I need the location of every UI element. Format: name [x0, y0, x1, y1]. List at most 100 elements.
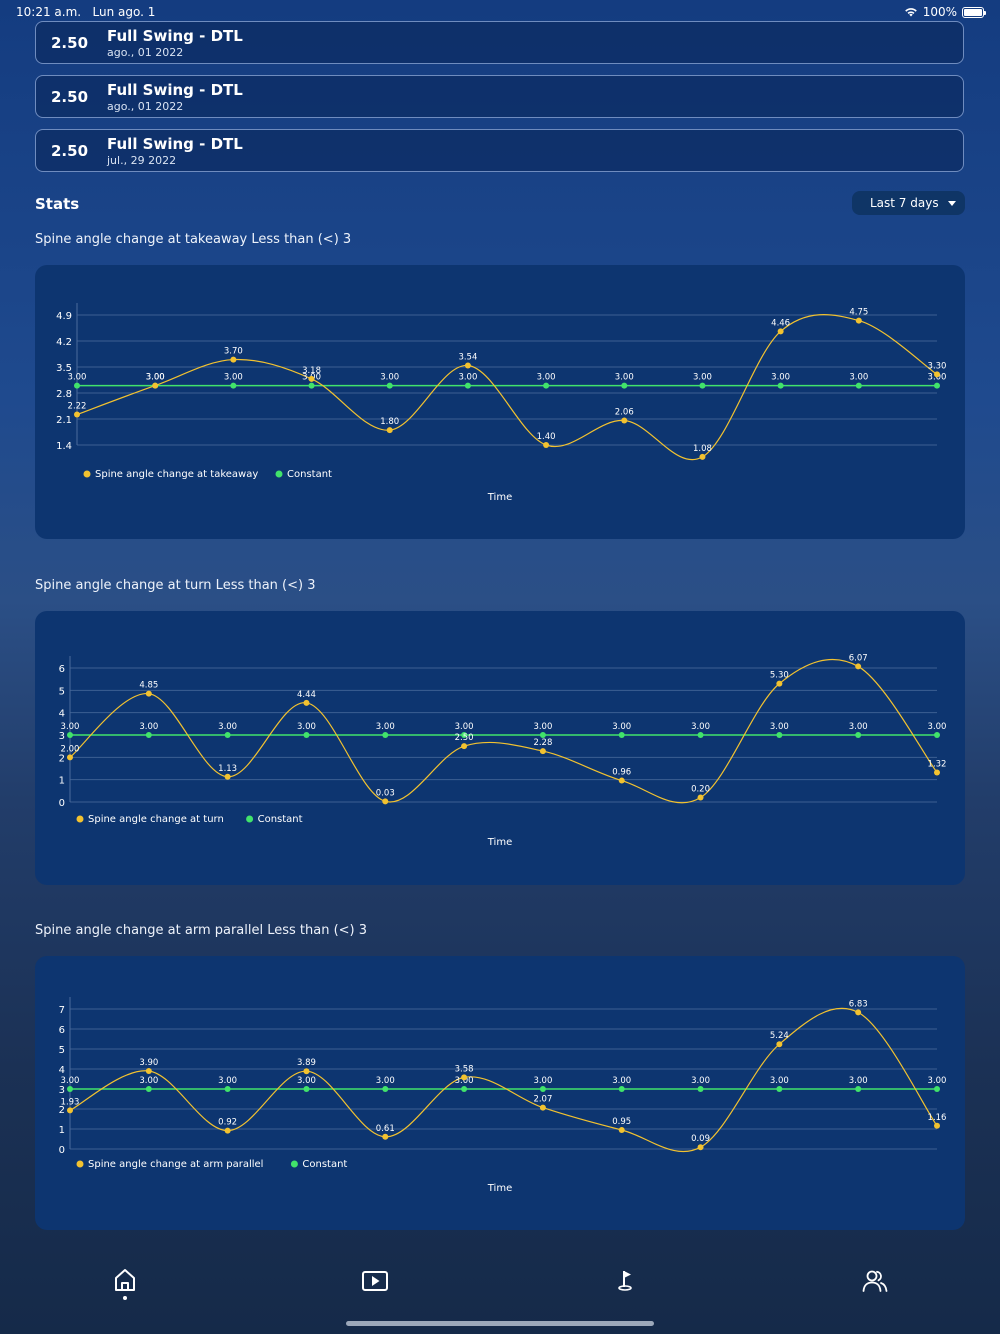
- session-name: Full Swing - DTL: [107, 27, 243, 45]
- y-tick-label: 1.4: [56, 441, 72, 452]
- session-card[interactable]: 2.50 Full Swing - DTL ago., 01 2022: [35, 21, 964, 64]
- data-label: 4.46: [771, 318, 790, 328]
- data-point: [74, 411, 80, 418]
- data-point: [303, 1068, 310, 1075]
- data-point: [934, 732, 940, 738]
- legend-label: Spine angle change at arm parallel: [88, 1159, 263, 1170]
- legend-marker: [290, 1160, 298, 1168]
- data-label: 3.00: [612, 722, 631, 732]
- session-score: 2.50: [51, 142, 89, 160]
- data-label: 3.00: [928, 1076, 947, 1086]
- data-label: 3.00: [376, 1076, 395, 1086]
- tab-community[interactable]: [860, 1265, 890, 1295]
- chart-card-turn: 0 1 2 3 4 5 6 3.00 3.00 3.00 3.00 3.00 3.00 3.00 3.00 3…: [35, 611, 965, 885]
- data-label: 3.00: [61, 1076, 80, 1086]
- session-date: ago., 01 2022: [107, 100, 184, 113]
- data-label: 1.08: [693, 444, 712, 454]
- tab-videos[interactable]: [360, 1265, 390, 1295]
- x-axis-label: Time: [487, 492, 512, 503]
- chevron-down-icon: [947, 200, 956, 206]
- play-icon: [362, 1271, 388, 1291]
- data-point: [777, 328, 784, 335]
- series-line: [69, 658, 938, 804]
- data-label: 6.07: [849, 653, 868, 663]
- session-card[interactable]: 2.50 Full Swing - DTL jul., 29 2022: [35, 129, 964, 172]
- data-label: 3.00: [146, 373, 165, 383]
- data-point: [461, 743, 468, 750]
- data-label: 0.09: [691, 1134, 710, 1144]
- data-label: 3.54: [458, 353, 477, 363]
- golf-flag-icon: [618, 1271, 632, 1291]
- status-time-date: 10:21 a.m. Lun ago. 1: [16, 5, 155, 19]
- data-point: [699, 453, 706, 460]
- data-point: [303, 1086, 310, 1092]
- status-indicators: 100%: [904, 5, 986, 19]
- data-label: 3.00: [691, 722, 710, 732]
- data-label: 3.00: [68, 373, 87, 383]
- data-point: [382, 732, 389, 738]
- data-point: [464, 382, 471, 389]
- y-tick-label: 0: [59, 798, 65, 809]
- data-label: 3.58: [455, 1064, 474, 1074]
- chart-title-takeaway: Spine angle change at takeaway Less than…: [35, 232, 352, 247]
- chart-title-turn: Spine angle change at turn Less than (<)…: [35, 578, 316, 593]
- data-point: [855, 732, 862, 738]
- data-point: [621, 382, 628, 389]
- data-point: [67, 754, 73, 761]
- data-label: 4.85: [139, 681, 158, 691]
- data-point: [303, 699, 310, 706]
- data-point: [855, 1009, 862, 1016]
- y-tick-label: 1: [59, 1125, 65, 1136]
- data-label: 3.00: [537, 373, 556, 383]
- data-label: 3.00: [849, 722, 868, 732]
- data-point: [776, 1086, 783, 1092]
- data-label: 3.00: [849, 373, 868, 383]
- data-point: [382, 798, 389, 805]
- legend-label: Spine angle change at turn: [88, 814, 224, 825]
- data-label: 5.30: [770, 671, 789, 681]
- session-card[interactable]: 2.50 Full Swing - DTL ago., 01 2022: [35, 75, 964, 118]
- data-point: [303, 732, 310, 738]
- y-tick-label: 5: [59, 686, 65, 697]
- data-label: 2.22: [68, 402, 87, 412]
- y-tick-label: 6: [59, 664, 65, 675]
- date-range-dropdown[interactable]: Last 7 days: [852, 191, 965, 215]
- data-point: [539, 748, 546, 755]
- data-point: [539, 1086, 546, 1092]
- data-label: 2.28: [533, 738, 552, 748]
- legend-marker: [76, 815, 84, 823]
- session-score: 2.50: [51, 88, 89, 106]
- data-point: [230, 356, 237, 363]
- data-label: 3.18: [302, 366, 321, 376]
- data-label: 1.16: [928, 1113, 947, 1123]
- data-point: [934, 371, 940, 378]
- data-label: 0.92: [218, 1118, 237, 1128]
- tab-courses[interactable]: [610, 1265, 640, 1295]
- data-label: 3.90: [139, 1058, 158, 1068]
- chart-title-arm-parallel: Spine angle change at arm parallel Less …: [35, 923, 368, 938]
- data-label: 3.00: [693, 373, 712, 383]
- data-label: 3.00: [376, 722, 395, 732]
- data-point: [539, 1104, 546, 1111]
- data-label: 1.13: [218, 764, 237, 774]
- data-label: 1.40: [537, 432, 556, 442]
- data-point: [697, 1086, 704, 1092]
- turn-chart: 0 1 2 3 4 5 6 3.00 3.00 3.00 3.00 3.00 3.00 3.00 3.00 3…: [59, 653, 947, 848]
- x-axis-label: Time: [487, 837, 512, 848]
- data-label: 3.00: [297, 1076, 316, 1086]
- data-point: [855, 1086, 862, 1092]
- data-point: [145, 1068, 152, 1074]
- data-point: [934, 1122, 940, 1129]
- data-point: [855, 663, 862, 670]
- session-name: Full Swing - DTL: [107, 135, 243, 153]
- session-date: jul., 29 2022: [107, 154, 177, 167]
- takeaway-chart: 1.4 2.1 2.8 3.5 4.2 4.9 3.00 3.00 3.00 3.00 3.00 3.…: [56, 303, 946, 503]
- battery-icon: [962, 6, 986, 18]
- data-label: 0.61: [376, 1124, 395, 1134]
- data-point: [543, 442, 550, 448]
- tab-home[interactable]: [110, 1265, 140, 1300]
- data-point: [618, 1086, 625, 1092]
- data-point: [386, 427, 393, 434]
- data-point: [308, 375, 315, 382]
- legend-marker: [275, 470, 283, 478]
